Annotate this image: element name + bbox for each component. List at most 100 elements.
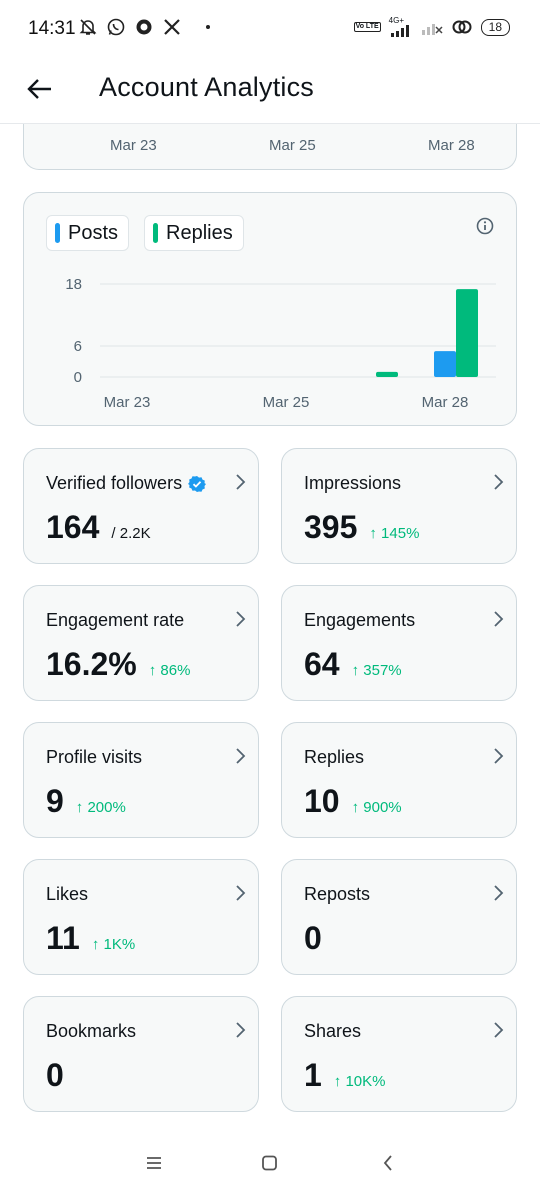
stat-value: 9 xyxy=(46,783,64,819)
signal-strength-icon xyxy=(390,25,409,37)
home-square-icon xyxy=(262,1155,277,1171)
stat-value-row: 164 / 2.2K xyxy=(46,509,151,546)
stat-value: 16.2% xyxy=(46,646,137,682)
bar-replies xyxy=(456,289,478,377)
recent-apps-button[interactable] xyxy=(145,1155,163,1176)
page-title: Account Analytics xyxy=(99,72,315,102)
stat-change: ↑ 1K% xyxy=(91,936,136,953)
x-tick-label: Mar 25 xyxy=(263,394,310,411)
stat-label-text: Likes xyxy=(46,884,89,904)
stat-card-profile-visits[interactable]: Profile visits 9 ↑ 200% xyxy=(23,722,259,838)
info-icon xyxy=(476,217,494,235)
stat-change: ↑ 10K% xyxy=(333,1073,386,1090)
stat-label: Shares xyxy=(304,1021,361,1042)
stat-total: / 2.2K xyxy=(111,525,151,542)
location-target-icon xyxy=(136,19,152,35)
stat-label-text: Replies xyxy=(304,747,365,767)
home-button[interactable] xyxy=(261,1155,279,1176)
arrow-left-icon xyxy=(27,79,51,99)
link-icon xyxy=(452,20,472,34)
stat-change: ↑ 900% xyxy=(351,799,402,816)
chevron-right-icon xyxy=(234,610,246,633)
stat-card-reposts[interactable]: Reposts 0 xyxy=(281,859,517,975)
network-indicator: 4G+ xyxy=(389,17,413,37)
stat-value: 11 xyxy=(46,920,80,956)
system-back-button[interactable] xyxy=(380,1155,398,1176)
network-type: 4G+ xyxy=(388,16,404,25)
y-tick-label: 0 xyxy=(74,369,82,386)
more-notifications-dot xyxy=(206,25,210,29)
menu-icon xyxy=(147,1157,161,1169)
stat-label-text: Shares xyxy=(304,1021,362,1041)
bar-replies xyxy=(376,371,398,377)
stat-label-text: Profile visits xyxy=(46,747,143,767)
stat-value: 0 xyxy=(304,920,322,956)
stat-value: 395 xyxy=(304,509,358,545)
stat-value-row: 16.2% ↑ 86% xyxy=(46,646,190,683)
stat-card-verified-followers[interactable]: Verified followers 164 / 2.2K xyxy=(23,448,259,564)
stat-card-replies[interactable]: Replies 10 ↑ 900% xyxy=(281,722,517,838)
stat-change: ↑ 357% xyxy=(351,662,402,679)
legend-replies[interactable]: Replies xyxy=(144,215,244,251)
x-tick-label: Mar 28 xyxy=(428,137,475,154)
status-time: 14:31 xyxy=(28,18,76,39)
chevron-right-icon xyxy=(492,1021,504,1044)
stat-change: ↑ 145% xyxy=(369,525,420,542)
stat-value-row: 11 ↑ 1K% xyxy=(46,920,135,957)
chevron-right-icon xyxy=(492,884,504,907)
x-tick-label: Mar 23 xyxy=(110,137,157,154)
stat-value-row: 10 ↑ 900% xyxy=(304,783,402,820)
legend-label: Replies xyxy=(166,221,233,244)
x-tick-label: Mar 28 xyxy=(422,394,469,411)
status-bar: 14:31 Vo LTE 4G+ 18 xyxy=(0,0,540,58)
posts-replies-chart-card: Posts Replies 18 6 0 Mar 23 Mar 25 Mar 28 xyxy=(23,192,517,426)
stat-label-text: Impressions xyxy=(304,473,402,493)
stat-label: Likes xyxy=(46,884,88,905)
stat-card-engagements[interactable]: Engagements 64 ↑ 357% xyxy=(281,585,517,701)
battery-indicator: 18 xyxy=(480,18,510,36)
bell-off-icon xyxy=(79,19,97,35)
info-button[interactable] xyxy=(476,217,494,240)
chevron-right-icon xyxy=(234,1021,246,1044)
stat-card-shares[interactable]: Shares 1 ↑ 10K% xyxy=(281,996,517,1112)
stat-label: Reposts xyxy=(304,884,370,905)
stat-change: ↑ 86% xyxy=(148,662,191,679)
legend-label: Posts xyxy=(68,221,119,244)
back-button[interactable] xyxy=(22,71,58,107)
stat-card-engagement-rate[interactable]: Engagement rate 16.2% ↑ 86% xyxy=(23,585,259,701)
volte-badge: Vo LTE xyxy=(353,22,381,32)
stat-label: Bookmarks xyxy=(46,1021,136,1042)
chevron-right-icon xyxy=(234,884,246,907)
system-indicators: Vo LTE 4G+ 18 xyxy=(353,17,510,37)
y-tick-label: 6 xyxy=(74,338,82,355)
stat-value-row: 0 xyxy=(304,920,322,957)
legend-swatch-replies xyxy=(153,223,158,243)
stat-card-likes[interactable]: Likes 11 ↑ 1K% xyxy=(23,859,259,975)
chevron-right-icon xyxy=(234,473,246,496)
x-tick-label: Mar 25 xyxy=(269,137,316,154)
stat-label-text: Engagement rate xyxy=(46,610,185,630)
stat-label-text: Reposts xyxy=(304,884,371,904)
stat-label: Engagement rate xyxy=(46,610,184,631)
stat-value-row: 395 ↑ 145% xyxy=(304,509,419,546)
bar-posts xyxy=(434,351,456,377)
stat-change: ↑ 200% xyxy=(75,799,126,816)
whatsapp-icon xyxy=(107,18,125,36)
stat-card-bookmarks[interactable]: Bookmarks 0 xyxy=(23,996,259,1112)
system-nav-bar xyxy=(0,1140,540,1199)
stat-value-row: 9 ↑ 200% xyxy=(46,783,126,820)
signal-no-service-icon xyxy=(421,24,443,35)
y-tick-label: 18 xyxy=(65,276,82,293)
stat-label-text: Bookmarks xyxy=(46,1021,137,1041)
notification-icons xyxy=(78,17,210,37)
stat-label: Engagements xyxy=(304,610,415,631)
stat-label: Verified followers xyxy=(46,473,207,494)
legend-posts[interactable]: Posts xyxy=(46,215,130,251)
verified-badge-icon xyxy=(188,475,207,492)
stat-value: 164 xyxy=(46,509,100,545)
stat-value: 0 xyxy=(46,1057,64,1093)
stat-card-impressions[interactable]: Impressions 395 ↑ 145% xyxy=(281,448,517,564)
stat-label: Profile visits xyxy=(46,747,142,768)
chevron-right-icon xyxy=(492,747,504,770)
stat-value: 1 xyxy=(304,1057,322,1093)
